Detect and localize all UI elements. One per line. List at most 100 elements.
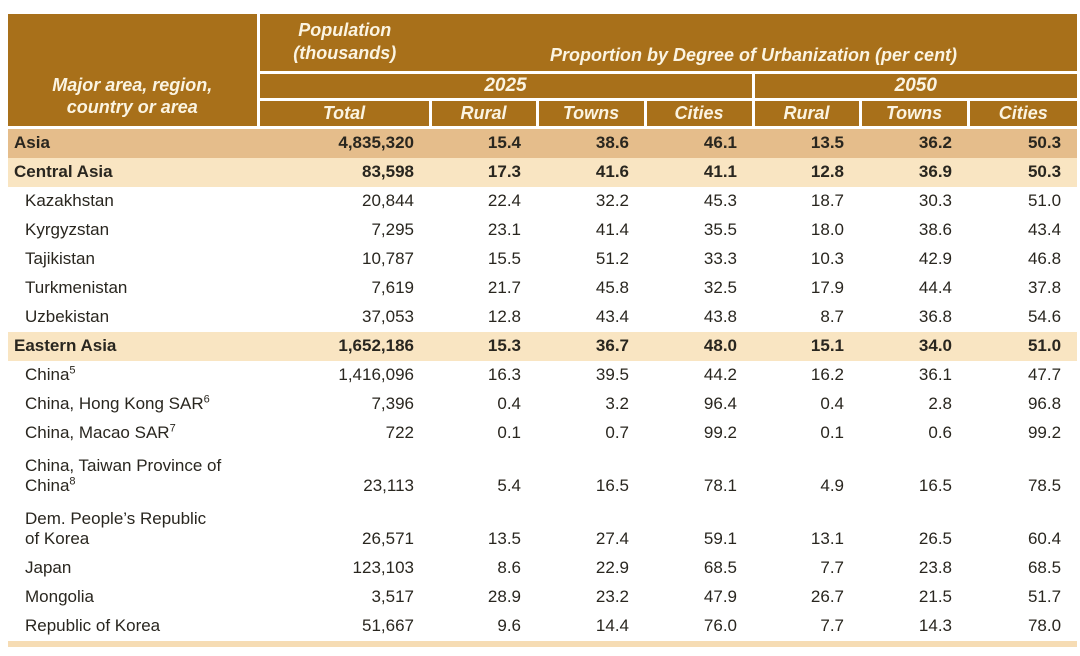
table-row: Central Asia 83,598 17.3 41.6 41.1 12.8 …	[8, 157, 1078, 187]
table-row: China, Hong Kong SAR6 7,396 0.4 3.2 96.4…	[8, 389, 1078, 419]
row-label-sup: 5	[69, 363, 76, 376]
value-cell: 1,416,096	[338, 364, 414, 384]
table-row: China, Macao SAR7 722 0.1 0.7 99.2 0.1 0…	[8, 418, 1078, 448]
value-cell: 36.1	[918, 364, 952, 384]
row-label: China, Taiwan Province of China	[25, 455, 222, 495]
row-label: Japan	[25, 557, 72, 577]
value-cell: 0.1	[497, 422, 521, 442]
row-label: Turkmenistan	[25, 277, 128, 297]
row-label: Central Asia	[14, 161, 113, 181]
value-cell: 51.7	[1027, 586, 1062, 606]
col-header-towns-2050: Towns	[858, 99, 968, 129]
value-cell: 7.7	[820, 557, 844, 577]
value-cell: 35.5	[703, 219, 737, 239]
col-header-cities-2025: Cities	[643, 99, 753, 129]
value-cell: 83,598	[362, 161, 414, 181]
value-cell: 5.4	[497, 475, 521, 495]
value-cell: 17.3	[487, 161, 521, 181]
value-cell: 7,619	[371, 277, 414, 297]
value-cell: 36.7	[595, 335, 629, 355]
col-header-cities-2050: Cities	[966, 99, 1078, 129]
value-cell: 36.9	[918, 161, 952, 181]
proportion-header-text: Proportion by Degree of Urbanization (pe…	[550, 44, 958, 65]
table-row: Republic of Korea 51,667 9.6 14.4 76.0 7…	[8, 611, 1078, 641]
value-cell: 8.7	[820, 306, 844, 326]
year-group-2025: 2025	[256, 72, 753, 101]
urbanization-table: Major area, region, country or area Popu…	[8, 14, 1078, 641]
row-label-sup: 7	[169, 421, 176, 434]
value-cell: 26.5	[918, 528, 952, 548]
value-cell: 96.8	[1027, 393, 1062, 413]
value-cell: 18.0	[810, 219, 844, 239]
value-cell: 37,053	[362, 306, 414, 326]
value-cell: 16.3	[487, 364, 521, 384]
value-cell: 39.5	[595, 364, 629, 384]
value-cell: 38.6	[595, 132, 629, 152]
population-header-text: Population (thousands)	[293, 20, 397, 64]
row-label: Uzbekistan	[25, 306, 110, 326]
value-cell: 45.8	[595, 277, 629, 297]
value-cell: 26.7	[810, 586, 844, 606]
value-cell: 51.2	[595, 248, 629, 268]
proportion-header: Proportion by Degree of Urbanization (pe…	[430, 14, 1078, 74]
header-row-2: 2025 2050	[8, 72, 1078, 101]
row-header-title: Major area, region, country or area	[8, 14, 258, 129]
value-cell: 23,113	[363, 475, 414, 495]
row-header-title-text: Major area, region, country or area	[52, 74, 213, 117]
value-cell: 78.1	[703, 475, 737, 495]
value-cell: 23.1	[487, 219, 521, 239]
table-row: Kyrgyzstan 7,295 23.1 41.4 35.5 18.0 38.…	[8, 215, 1078, 245]
value-cell: 36.8	[918, 306, 952, 326]
value-cell: 76.0	[703, 615, 737, 635]
value-cell: 68.5	[703, 557, 737, 577]
table-row: Eastern Asia 1,652,186 15.3 36.7 48.0 15…	[8, 331, 1078, 361]
table-row: Asia 4,835,320 15.4 38.6 46.1 13.5 36.2 …	[8, 127, 1078, 158]
value-cell: 51,667	[362, 615, 414, 635]
value-cell: 13.5	[810, 132, 844, 152]
table-row: Tajikistan 10,787 15.5 51.2 33.3 10.3 42…	[8, 244, 1078, 274]
value-cell: 15.4	[487, 132, 521, 152]
table-row: Kazakhstan 20,844 22.4 32.2 45.3 18.7 30…	[8, 186, 1078, 216]
value-cell: 44.4	[918, 277, 952, 297]
value-cell: 23.8	[918, 557, 952, 577]
value-cell: 4,835,320	[338, 132, 414, 152]
value-cell: 78.5	[1027, 475, 1062, 495]
row-label: Asia	[14, 132, 50, 152]
value-cell: 32.5	[703, 277, 737, 297]
row-label-sup: 6	[203, 392, 210, 405]
row-label: Mongolia	[25, 586, 94, 606]
row-label: Eastern Asia	[14, 335, 117, 355]
value-cell: 21.7	[487, 277, 521, 297]
header-row-3: Total Rural Towns Cities Rural Towns Cit…	[8, 99, 1078, 129]
table-body: Asia 4,835,320 15.4 38.6 46.1 13.5 36.2 …	[8, 127, 1078, 641]
value-cell: 41.4	[595, 219, 629, 239]
value-cell: 51.0	[1027, 190, 1062, 210]
col-header-total: Total	[256, 99, 430, 129]
row-label: Kazakhstan	[25, 190, 114, 210]
col-header-rural-2025: Rural	[428, 99, 537, 129]
value-cell: 3,517	[371, 586, 414, 606]
value-cell: 10.3	[810, 248, 844, 268]
value-cell: 12.8	[810, 161, 844, 181]
value-cell: 14.3	[918, 615, 952, 635]
value-cell: 7.7	[820, 615, 844, 635]
header-row-1: Major area, region, country or area Popu…	[8, 14, 1078, 129]
value-cell: 15.5	[487, 248, 521, 268]
value-cell: 9.6	[497, 615, 521, 635]
value-cell: 42.9	[918, 248, 952, 268]
value-cell: 50.3	[1027, 132, 1062, 152]
value-cell: 13.1	[810, 528, 844, 548]
value-cell: 41.1	[703, 161, 737, 181]
value-cell: 60.4	[1027, 528, 1062, 548]
value-cell: 20,844	[362, 190, 414, 210]
table-row: China, Taiwan Province of China8 23,113 …	[8, 447, 1078, 501]
value-cell: 99.2	[1027, 422, 1062, 442]
value-cell: 47.7	[1027, 364, 1062, 384]
value-cell: 1,652,186	[338, 335, 414, 355]
value-cell: 3.2	[605, 393, 629, 413]
value-cell: 17.9	[810, 277, 844, 297]
col-header-rural-2050: Rural	[751, 99, 860, 129]
value-cell: 10,787	[362, 248, 414, 268]
table-row: Mongolia 3,517 28.9 23.2 47.9 26.7 21.5 …	[8, 582, 1078, 612]
